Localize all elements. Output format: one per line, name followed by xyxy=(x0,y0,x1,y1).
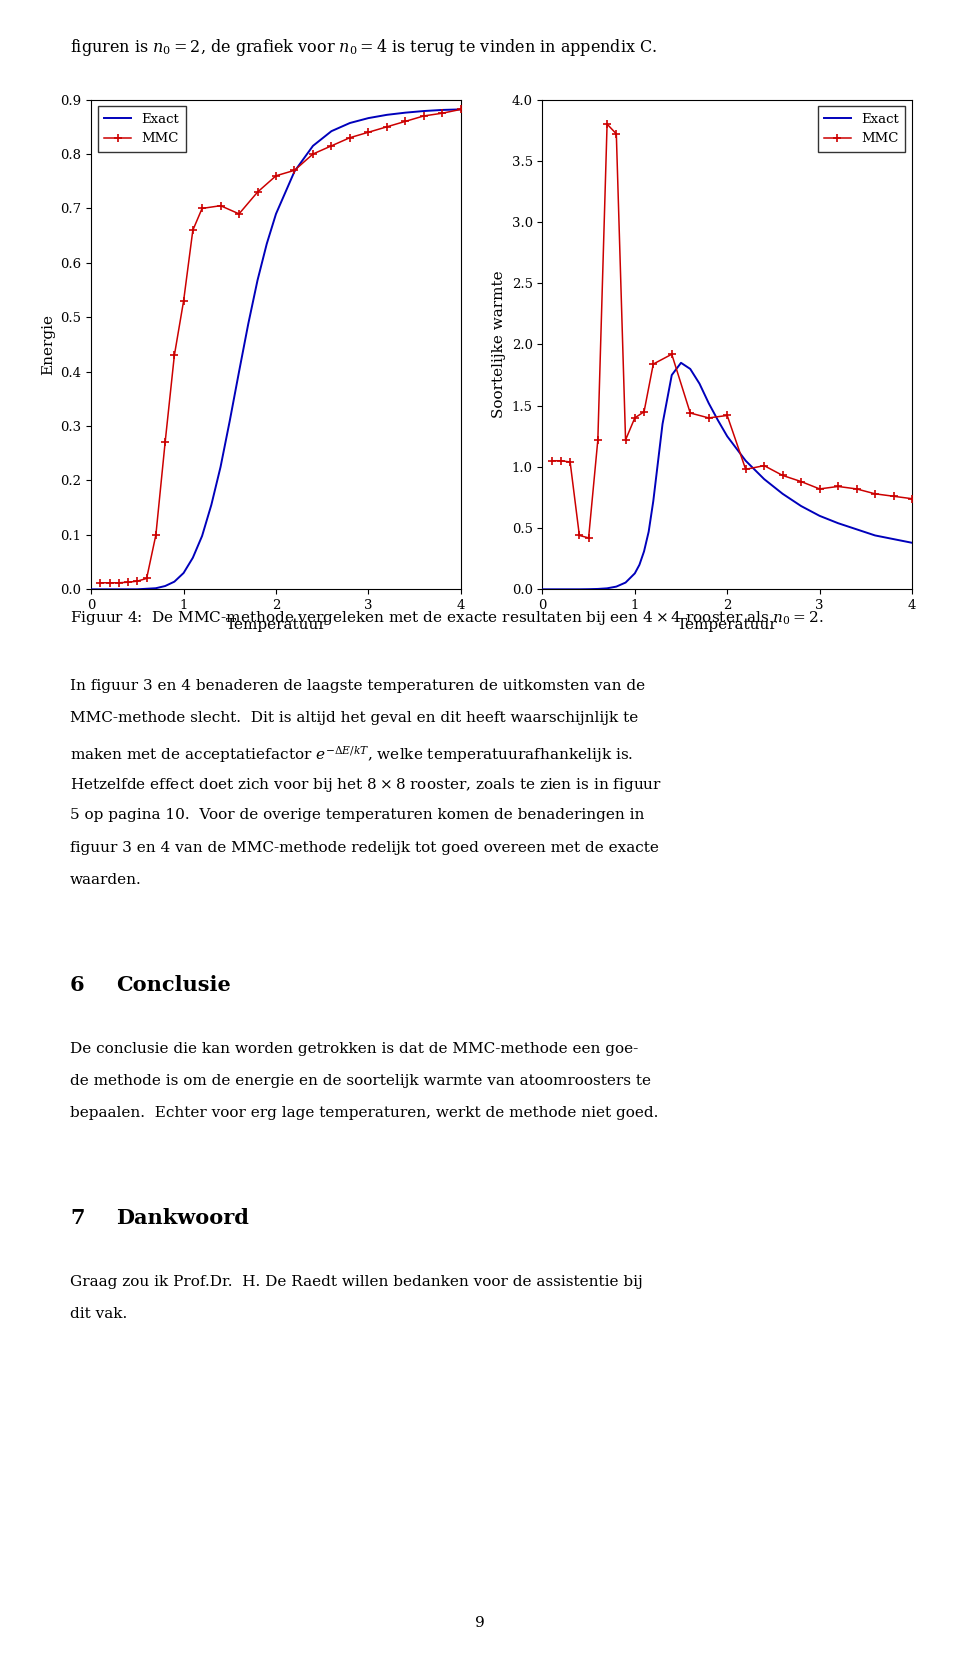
Text: 9: 9 xyxy=(475,1617,485,1630)
Text: Dankwoord: Dankwoord xyxy=(116,1208,249,1228)
Text: maken met de acceptatiefactor $e^{-\Delta E/kT}$, welke temperatuurafhankelijk i: maken met de acceptatiefactor $e^{-\Delt… xyxy=(70,744,634,765)
Text: De conclusie die kan worden getrokken is dat de MMC-methode een goe-: De conclusie die kan worden getrokken is… xyxy=(70,1042,638,1056)
Text: dit vak.: dit vak. xyxy=(70,1308,128,1321)
Text: bepaalen.  Echter voor erg lage temperaturen, werkt de methode niet goed.: bepaalen. Echter voor erg lage temperatu… xyxy=(70,1106,659,1121)
X-axis label: Temperatuur: Temperatuur xyxy=(677,618,778,631)
Text: 5 op pagina 10.  Voor de overige temperaturen komen de benaderingen in: 5 op pagina 10. Voor de overige temperat… xyxy=(70,808,644,822)
X-axis label: Temperatuur: Temperatuur xyxy=(226,618,326,631)
Y-axis label: Energie: Energie xyxy=(40,314,55,375)
Text: de methode is om de energie en de soortelijk warmte van atoomroosters te: de methode is om de energie en de soorte… xyxy=(70,1074,651,1087)
Text: Figuur 4:  De MMC-methode vergeleken met de exacte resultaten bij een $4 \times : Figuur 4: De MMC-methode vergeleken met … xyxy=(70,609,824,627)
Text: MMC-methode slecht.  Dit is altijd het geval en dit heeft waarschijnlijk te: MMC-methode slecht. Dit is altijd het ge… xyxy=(70,710,638,725)
Y-axis label: Soortelijke warmte: Soortelijke warmte xyxy=(492,271,506,418)
Text: Graag zou ik Prof.Dr.  H. De Raedt willen bedanken voor de assistentie bij: Graag zou ik Prof.Dr. H. De Raedt willen… xyxy=(70,1275,643,1288)
Text: Hetzelfde effect doet zich voor bij het $8 \times 8$ rooster, zoals te zien is i: Hetzelfde effect doet zich voor bij het … xyxy=(70,777,662,793)
Text: 7: 7 xyxy=(70,1208,84,1228)
Text: In figuur 3 en 4 benaderen de laagste temperaturen de uitkomsten van de: In figuur 3 en 4 benaderen de laagste te… xyxy=(70,679,645,692)
Text: waarden.: waarden. xyxy=(70,873,142,886)
Legend: Exact, MMC: Exact, MMC xyxy=(98,106,185,153)
Text: figuur 3 en 4 van de MMC-methode redelijk tot goed overeen met de exacte: figuur 3 en 4 van de MMC-methode redelij… xyxy=(70,840,659,855)
Legend: Exact, MMC: Exact, MMC xyxy=(818,106,905,153)
Text: 6: 6 xyxy=(70,974,84,996)
Text: figuren is $n_0 = 2$, de grafiek voor $n_0 = 4$ is terug te vinden in appendix C: figuren is $n_0 = 2$, de grafiek voor $n… xyxy=(70,37,658,58)
Text: Conclusie: Conclusie xyxy=(116,974,231,996)
